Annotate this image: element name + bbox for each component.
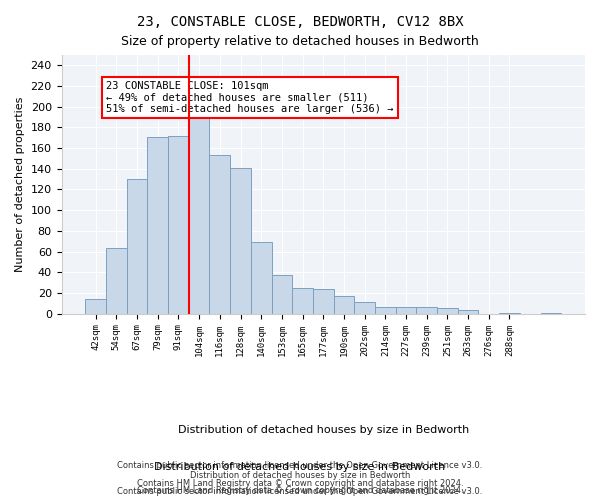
Text: 23, CONSTABLE CLOSE, BEDWORTH, CV12 8BX: 23, CONSTABLE CLOSE, BEDWORTH, CV12 8BX xyxy=(137,15,463,29)
Bar xyxy=(375,308,395,314)
Text: Size of property relative to detached houses in Bedworth: Size of property relative to detached ho… xyxy=(121,35,479,48)
Text: Contains HM Land Registry data © Crown copyright and database right 2024.: Contains HM Land Registry data © Crown c… xyxy=(137,478,463,488)
Bar xyxy=(148,136,168,314)
Bar xyxy=(230,168,251,314)
Text: Distribution of detached houses by size in Bedworth: Distribution of detached houses by size … xyxy=(154,462,446,472)
Bar xyxy=(189,106,209,314)
Text: Contains HM Land Registry data © Crown copyright and database right 2024.: Contains HM Land Registry data © Crown c… xyxy=(137,486,463,495)
Bar xyxy=(272,276,292,314)
Text: Contains public sector information licensed under the Open Government Licence v3: Contains public sector information licen… xyxy=(118,487,482,496)
Bar xyxy=(499,312,520,314)
Bar xyxy=(106,248,127,314)
Bar xyxy=(458,310,478,314)
Bar xyxy=(251,242,272,314)
Text: 23 CONSTABLE CLOSE: 101sqm
← 49% of detached houses are smaller (511)
51% of sem: 23 CONSTABLE CLOSE: 101sqm ← 49% of deta… xyxy=(106,81,394,114)
Text: Contains public sector information licensed under the Open Government Licence v3: Contains public sector information licen… xyxy=(118,460,482,480)
Bar xyxy=(395,308,416,314)
Bar xyxy=(209,156,230,314)
Bar xyxy=(168,136,189,314)
Bar xyxy=(334,296,354,314)
Bar xyxy=(541,312,561,314)
Bar xyxy=(313,289,334,314)
X-axis label: Distribution of detached houses by size in Bedworth: Distribution of detached houses by size … xyxy=(178,425,469,435)
Y-axis label: Number of detached properties: Number of detached properties xyxy=(15,96,25,272)
Bar xyxy=(354,302,375,314)
Bar xyxy=(416,308,437,314)
Bar xyxy=(292,288,313,314)
Bar xyxy=(127,179,148,314)
Bar xyxy=(437,308,458,314)
Bar xyxy=(85,299,106,314)
